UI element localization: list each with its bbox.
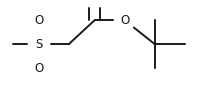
Text: S: S <box>35 38 42 51</box>
Text: O: O <box>90 0 99 3</box>
Text: O: O <box>34 62 43 75</box>
Text: O: O <box>34 14 43 27</box>
Text: O: O <box>120 14 129 27</box>
